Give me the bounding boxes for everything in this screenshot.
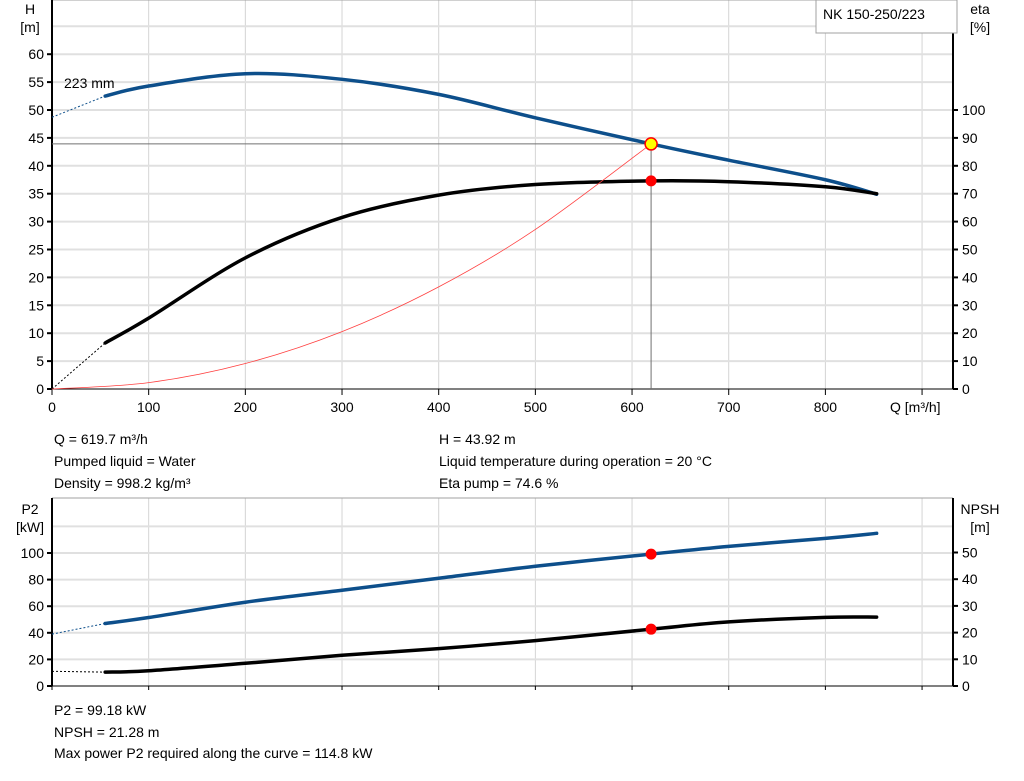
info-temp: Liquid temperature during operation = 20… xyxy=(439,453,712,469)
y-axis-label-left: [kW] xyxy=(16,519,44,535)
p2-curve xyxy=(103,531,879,626)
y-axis-label-left: H xyxy=(25,1,35,17)
operating-point-marker xyxy=(644,137,658,151)
x-axis-label: Q [m³/h] xyxy=(890,399,941,415)
y-tick-label-left: 40 xyxy=(28,625,44,641)
y-axis-label-right: [m] xyxy=(970,519,989,535)
y-tick-label-left: 60 xyxy=(28,46,44,62)
info-eta: Eta pump = 74.6 % xyxy=(439,475,559,491)
x-tick-label: 600 xyxy=(620,399,644,415)
y-tick-label-right: 90 xyxy=(962,130,978,146)
y-tick-label-right: 40 xyxy=(962,571,978,587)
info-liquid: Pumped liquid = Water xyxy=(54,453,196,469)
h-extrapolated-line xyxy=(51,95,106,118)
y-tick-label-left: 80 xyxy=(28,572,44,588)
y-tick-label-right: 10 xyxy=(962,651,978,667)
y-tick-label-left: 10 xyxy=(28,325,44,341)
y-tick-label-left: 45 xyxy=(28,130,44,146)
eta-curve xyxy=(103,178,879,345)
y-axis-label-right: eta xyxy=(970,1,990,17)
impeller-diameter-label: 223 mm xyxy=(64,75,115,91)
y-tick-label-left: 100 xyxy=(21,545,45,561)
p2-operating-point-marker xyxy=(645,548,657,560)
eta-extrapolated-line xyxy=(51,342,106,390)
y-tick-label-left: 20 xyxy=(28,651,44,667)
y-tick-label-right: 70 xyxy=(962,186,978,202)
y-tick-label-left: 25 xyxy=(28,242,44,258)
npsh-curve xyxy=(103,615,879,674)
y-tick-label-left: 40 xyxy=(28,158,44,174)
npsh-operating-point-marker xyxy=(645,623,657,635)
y-tick-label-right: 50 xyxy=(962,242,978,258)
info-h: H = 43.92 m xyxy=(439,431,516,447)
y-tick-label-left: 60 xyxy=(28,598,44,614)
npsh-extrapolated-line xyxy=(51,670,106,673)
x-tick-label: 0 xyxy=(48,399,56,415)
y-tick-label-left: 50 xyxy=(28,102,44,118)
y-axis-label-right: [%] xyxy=(970,19,990,35)
y-tick-label-right: 80 xyxy=(962,158,978,174)
info-density: Density = 998.2 kg/m³ xyxy=(54,475,191,491)
y-tick-label-right: 30 xyxy=(962,598,978,614)
info-max-power: Max power P2 required along the curve = … xyxy=(54,745,373,761)
y-tick-label-right: 10 xyxy=(962,353,978,369)
h-curve xyxy=(103,71,879,197)
y-tick-label-right: 0 xyxy=(962,381,970,397)
p2-extrapolated-line xyxy=(51,622,106,635)
x-tick-label: 300 xyxy=(330,399,354,415)
title-box xyxy=(815,0,958,34)
y-tick-label-right: 30 xyxy=(962,297,978,313)
y-tick-label-left: 20 xyxy=(28,269,44,285)
info-p2: P2 = 99.18 kW xyxy=(54,702,147,718)
eta-operating-point-marker xyxy=(645,175,657,187)
x-tick-label: 200 xyxy=(234,399,258,415)
info-q: Q = 619.7 m³/h xyxy=(54,431,148,447)
y-tick-label-left: 15 xyxy=(28,297,44,313)
y-axis-label-left: P2 xyxy=(21,501,38,517)
y-tick-label-left: 30 xyxy=(28,214,44,230)
y-tick-label-left: 55 xyxy=(28,74,44,90)
x-tick-label: 100 xyxy=(137,399,161,415)
y-tick-label-left: 0 xyxy=(36,678,44,694)
y-tick-label-right: 20 xyxy=(962,325,978,341)
y-axis-label-left: [m] xyxy=(20,19,39,35)
chart-title: NK 150-250/223 xyxy=(823,6,925,22)
x-tick-label: 500 xyxy=(524,399,548,415)
x-tick-label: 400 xyxy=(427,399,451,415)
y-tick-label-right: 100 xyxy=(962,102,986,118)
x-tick-label: 700 xyxy=(717,399,741,415)
y-tick-label-right: 50 xyxy=(962,545,978,561)
system-curve xyxy=(51,143,652,390)
info-npsh: NPSH = 21.28 m xyxy=(54,724,160,740)
y-axis-label-right: NPSH xyxy=(961,501,1000,517)
y-tick-label-right: 40 xyxy=(962,269,978,285)
y-tick-label-right: 0 xyxy=(962,678,970,694)
x-tick-label: 800 xyxy=(814,399,838,415)
y-tick-label-left: 0 xyxy=(36,381,44,397)
y-tick-label-right: 20 xyxy=(962,625,978,641)
y-tick-label-right: 60 xyxy=(962,214,978,230)
y-tick-label-left: 5 xyxy=(36,353,44,369)
y-tick-label-left: 35 xyxy=(28,186,44,202)
